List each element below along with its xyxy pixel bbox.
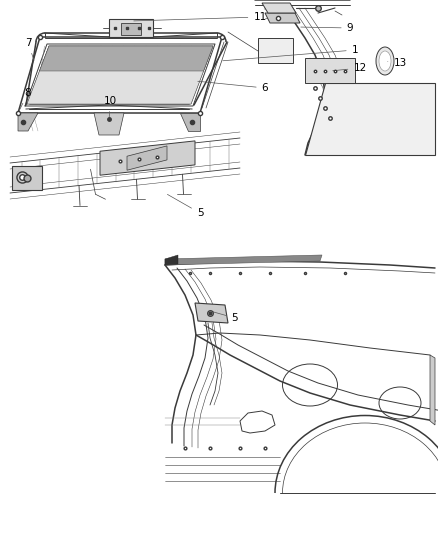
Polygon shape	[240, 411, 275, 433]
Text: 5: 5	[167, 195, 203, 218]
Text: 11: 11	[134, 12, 267, 22]
Polygon shape	[121, 23, 141, 35]
Polygon shape	[195, 303, 228, 323]
Polygon shape	[165, 255, 322, 265]
Polygon shape	[127, 146, 167, 170]
Ellipse shape	[357, 99, 403, 137]
Polygon shape	[39, 46, 213, 71]
Text: 12: 12	[333, 63, 367, 73]
Polygon shape	[305, 83, 435, 155]
Text: 6: 6	[198, 81, 268, 93]
Ellipse shape	[283, 364, 338, 406]
Text: 8: 8	[19, 88, 31, 110]
Polygon shape	[180, 113, 200, 131]
Polygon shape	[27, 46, 213, 104]
Polygon shape	[94, 113, 124, 135]
Text: 1: 1	[223, 45, 358, 61]
Text: 9: 9	[301, 23, 353, 33]
Polygon shape	[165, 255, 178, 265]
Polygon shape	[109, 19, 153, 37]
Polygon shape	[12, 166, 42, 190]
Ellipse shape	[379, 51, 391, 71]
Polygon shape	[18, 113, 38, 131]
Ellipse shape	[379, 387, 421, 419]
Ellipse shape	[376, 47, 394, 75]
Ellipse shape	[406, 114, 434, 136]
Polygon shape	[430, 355, 435, 425]
Text: 7: 7	[25, 38, 34, 60]
Polygon shape	[262, 3, 296, 13]
Polygon shape	[265, 13, 300, 23]
Polygon shape	[100, 141, 195, 175]
Text: 13: 13	[388, 58, 406, 68]
Polygon shape	[305, 58, 355, 83]
Text: 10: 10	[103, 96, 117, 120]
Text: 5: 5	[213, 312, 238, 323]
Polygon shape	[258, 38, 293, 63]
